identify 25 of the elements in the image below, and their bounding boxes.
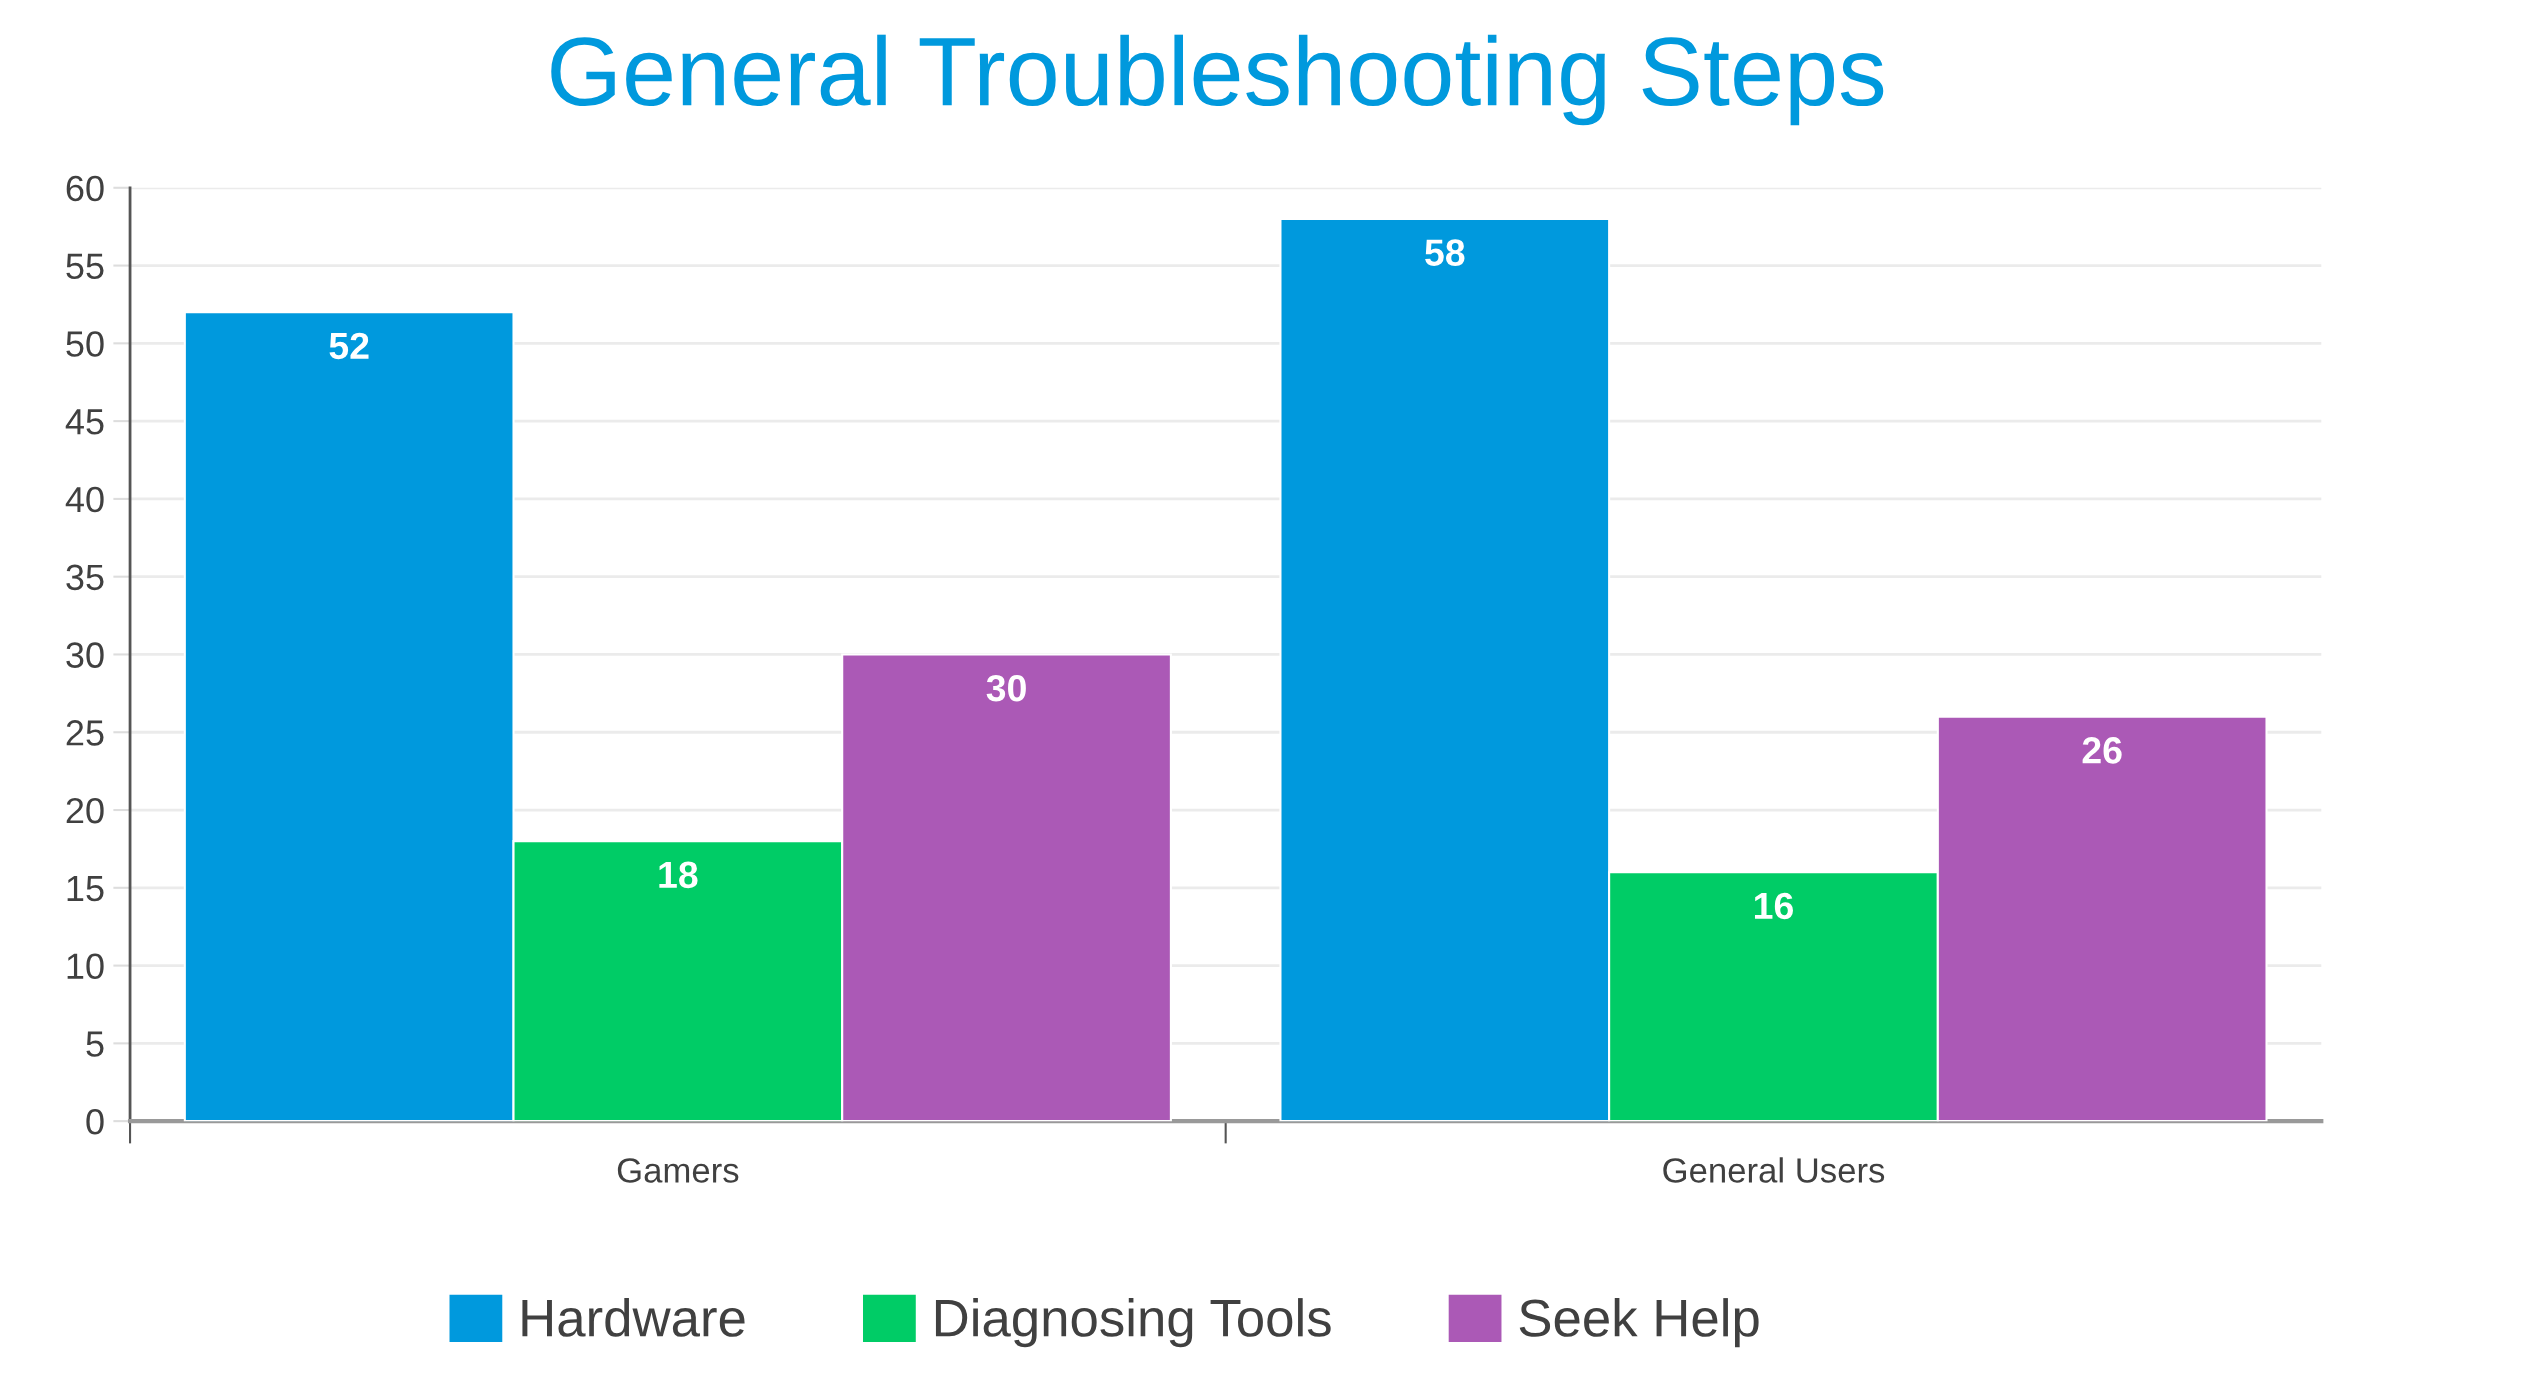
y-tick-label: 20	[66, 797, 104, 824]
data-label: 30	[986, 674, 1026, 702]
x-tick-label: General Users	[1663, 1157, 1885, 1183]
y-tick-label: 55	[66, 253, 104, 280]
y-tick-label: 50	[66, 331, 104, 357]
y-tick-label: 45	[65, 409, 104, 435]
x-tick-label: Gamers	[617, 1158, 739, 1183]
data-label: 58	[1425, 239, 1465, 266]
y-tick-label: 25	[66, 720, 104, 746]
data-label: 16	[1754, 892, 1793, 920]
legend-label: Hardware	[522, 1298, 745, 1337]
y-tick-label: 40	[65, 486, 104, 513]
y-tick-label: 5	[86, 1031, 104, 1057]
y-tick-label: 35	[66, 564, 104, 591]
y-tick-label: 30	[66, 642, 104, 668]
data-label: 52	[329, 332, 369, 360]
chart-title: General Troubleshooting Steps	[551, 34, 1884, 126]
legend-label: Diagnosing Tools	[935, 1298, 1331, 1348]
y-tick-label: 10	[67, 953, 104, 980]
y-tick-label: 0	[86, 1109, 104, 1135]
y-tick-label: 60	[66, 175, 104, 202]
data-label: 26	[2082, 737, 2122, 764]
y-tick-label: 15	[67, 876, 104, 902]
data-label: 18	[659, 861, 698, 889]
legend-label: Seek Help	[1519, 1298, 1759, 1348]
